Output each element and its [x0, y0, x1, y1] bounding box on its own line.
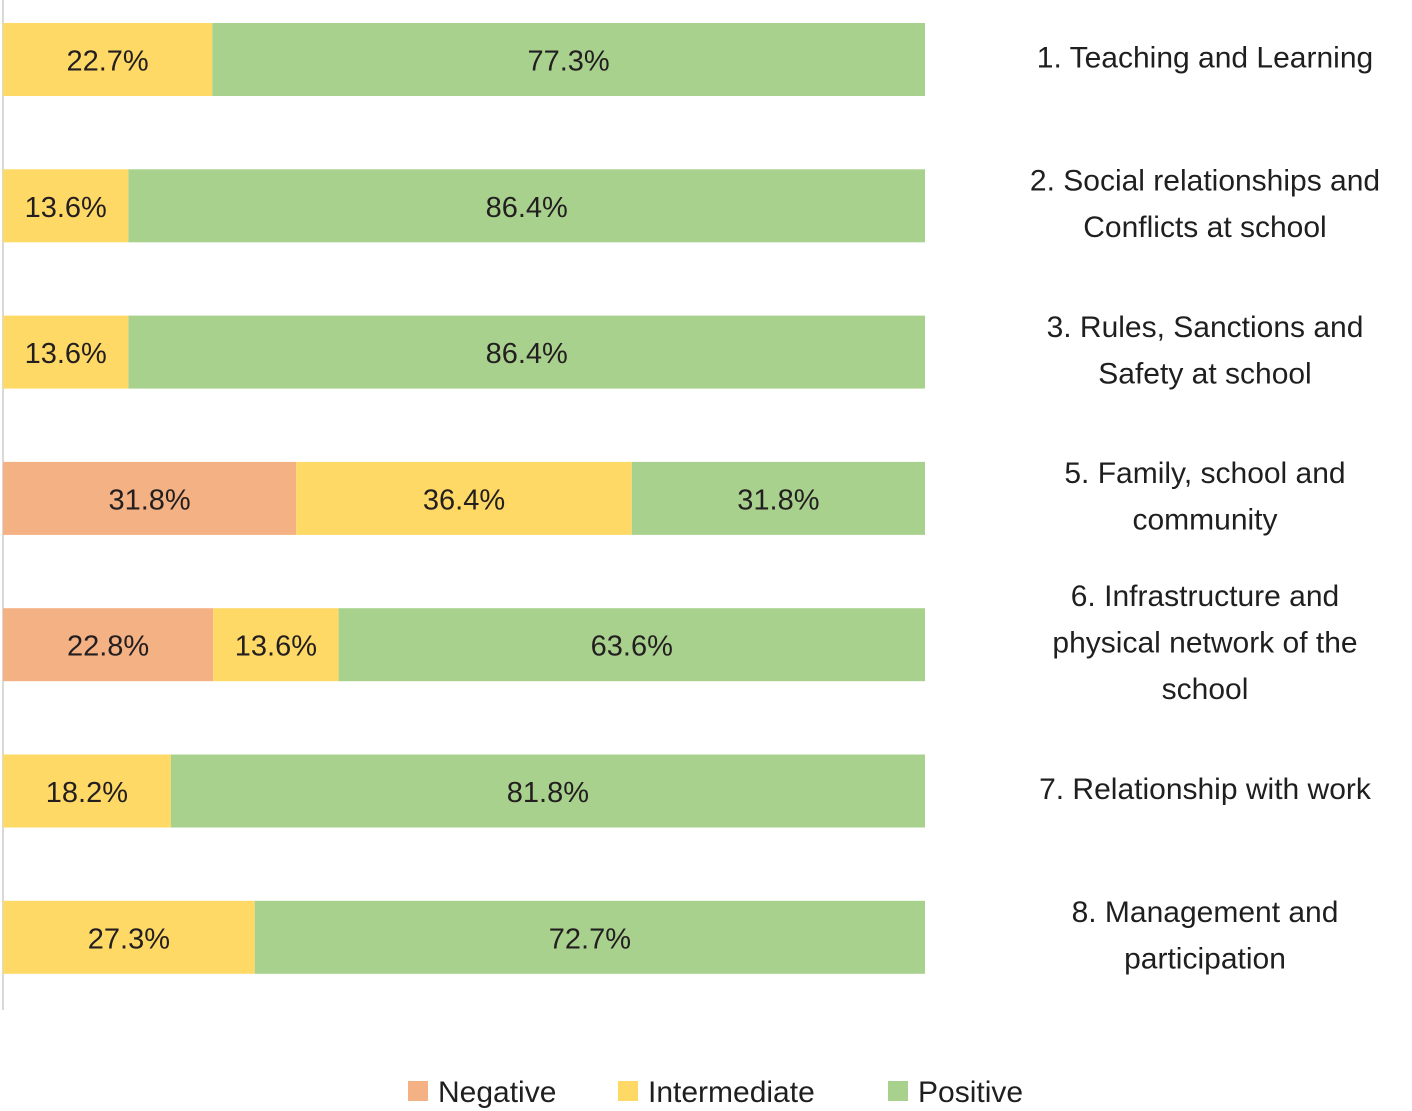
bar-intermediate-6: [3, 754, 171, 828]
value-label-intermediate-2: 13.6%: [25, 192, 107, 224]
category-label-2: 2. Social relationships and Conflicts at …: [1030, 165, 1380, 245]
value-label-intermediate-5: 13.6%: [235, 631, 317, 663]
legend-swatch-negative: [408, 1081, 428, 1101]
category-label-7: 8. Management and participation: [1072, 896, 1339, 976]
category-label-3: 3. Rules, Sanctions and Safety at school: [1047, 311, 1364, 391]
legend: Negative Intermediate Positive: [408, 1076, 1023, 1109]
bar-intermediate-4: [296, 461, 632, 535]
value-label-negative-4: 31.8%: [108, 484, 190, 516]
category-label-line: 7. Relationship with work: [1039, 773, 1372, 806]
value-label-intermediate-3: 13.6%: [25, 338, 107, 370]
category-label-line: physical network of the: [1052, 627, 1357, 660]
legend-item-positive: Positive: [888, 1076, 1023, 1109]
value-label-intermediate-1: 22.7%: [66, 46, 148, 78]
legend-item-intermediate: Intermediate: [618, 1076, 815, 1109]
category-label-line: 1. Teaching and Learning: [1037, 42, 1373, 75]
category-labels-group: 1. Teaching and Learning 2. Social relati…: [1030, 42, 1380, 976]
bar-positive-7: [254, 900, 925, 974]
category-label-line: 3. Rules, Sanctions and: [1047, 311, 1364, 344]
value-label-positive-2: 86.4%: [486, 192, 568, 224]
value-label-positive-5: 63.6%: [591, 631, 673, 663]
bars-group: 22.7% 77.3% 13.6% 86.4% 13.6% 86.4% 31.8% 36.4%…: [3, 23, 926, 974]
category-label-line: Safety at school: [1098, 357, 1311, 390]
value-label-positive-7: 72.7%: [549, 923, 631, 955]
legend-label-intermediate: Intermediate: [648, 1076, 815, 1109]
legend-item-negative: Negative: [408, 1076, 556, 1109]
bar-intermediate-7: [3, 900, 255, 974]
value-label-intermediate-7: 27.3%: [88, 923, 170, 955]
category-label-5: 6. Infrastructure and physical network of…: [1052, 580, 1357, 706]
bar-positive-3: [128, 315, 925, 389]
category-label-line: 2. Social relationships and: [1030, 165, 1380, 198]
legend-swatch-positive: [888, 1081, 908, 1101]
bar-negative-5: [3, 608, 214, 682]
category-label-line: 8. Management and: [1072, 896, 1339, 929]
bar-intermediate-3: [3, 315, 129, 389]
bar-intermediate-5: [213, 608, 339, 682]
bar-positive-5: [338, 608, 926, 682]
legend-label-positive: Positive: [918, 1076, 1023, 1109]
value-label-intermediate-4: 36.4%: [423, 484, 505, 516]
value-label-negative-5: 22.8%: [67, 631, 149, 663]
value-label-positive-4: 31.8%: [737, 484, 819, 516]
value-label-positive-1: 77.3%: [527, 46, 609, 78]
category-label-line: 5. Family, school and: [1064, 457, 1345, 490]
bar-positive-1: [212, 23, 926, 96]
category-label-line: school: [1162, 673, 1249, 706]
value-label-positive-3: 86.4%: [486, 338, 568, 370]
bar-positive-2: [128, 169, 925, 243]
category-label-4: 5. Family, school and community: [1064, 457, 1345, 537]
category-label-6: 7. Relationship with work: [1039, 773, 1372, 806]
category-label-line: 6. Infrastructure and: [1071, 580, 1339, 613]
legend-label-negative: Negative: [438, 1076, 556, 1109]
legend-swatch-intermediate: [618, 1081, 638, 1101]
value-label-intermediate-6: 18.2%: [46, 777, 128, 809]
bar-intermediate-2: [3, 169, 129, 243]
category-label-line: participation: [1124, 943, 1286, 976]
bar-intermediate-1: [3, 23, 213, 96]
bar-positive-4: [631, 461, 925, 535]
category-label-1: 1. Teaching and Learning: [1037, 42, 1373, 75]
category-label-line: community: [1132, 504, 1277, 537]
value-label-positive-6: 81.8%: [507, 777, 589, 809]
category-label-line: Conflicts at school: [1083, 211, 1326, 244]
bar-positive-6: [170, 754, 926, 828]
bar-negative-4: [3, 461, 297, 535]
